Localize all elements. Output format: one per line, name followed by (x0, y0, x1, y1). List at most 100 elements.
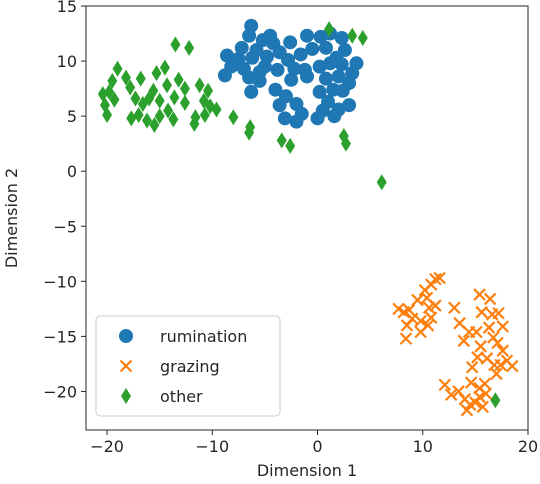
rumination-point (297, 62, 312, 77)
grazing-point (490, 367, 503, 381)
other-point (107, 72, 118, 89)
y-axis-label: Dimension 2 (2, 168, 21, 268)
grazing-point (505, 359, 519, 373)
grazing-point (473, 288, 486, 301)
grazing-point (465, 360, 479, 374)
grazing-point (429, 299, 442, 312)
rumination-point (217, 68, 232, 83)
grazing-point (414, 314, 427, 328)
rumination-point (300, 28, 314, 43)
rumination-point (327, 109, 342, 124)
other-point (244, 124, 255, 141)
grazing-point (492, 306, 505, 320)
other-point (173, 71, 184, 88)
x-tick-label: −10 (195, 437, 229, 456)
rumination-point (342, 98, 357, 113)
rumination-point (287, 61, 302, 76)
grazing-point (399, 332, 413, 345)
rumination-point (242, 70, 257, 85)
rumination-point (321, 94, 336, 109)
grazing-point (480, 352, 494, 365)
grazing-point (448, 301, 461, 315)
rumination-point (312, 59, 327, 74)
other-point (135, 70, 146, 87)
other-point (189, 115, 200, 132)
legend-box (95, 315, 281, 417)
other-point (376, 174, 387, 191)
other-point (357, 29, 368, 46)
y-tick-label: −5 (53, 217, 77, 236)
other-point (109, 91, 120, 108)
rumination-point (342, 76, 357, 91)
legend-item: grazing (119, 357, 220, 376)
other-point (199, 107, 210, 124)
grazing-point (464, 376, 478, 389)
legend-marker-other (121, 388, 131, 404)
series-other (97, 21, 501, 409)
other-point (126, 110, 137, 127)
series-grazing (392, 271, 519, 417)
legend-marker-grazing (119, 359, 133, 373)
rumination-point (245, 50, 260, 65)
x-axis-label: Dimension 1 (257, 461, 357, 480)
other-point (162, 77, 173, 94)
rumination-point (284, 72, 299, 87)
rumination-point (242, 28, 257, 43)
legend-label: grazing (160, 357, 220, 376)
other-point (163, 102, 174, 119)
rumination-point (318, 71, 333, 86)
grazing-point (424, 311, 438, 324)
rumination-point (234, 40, 249, 55)
y-tick-label: 15 (57, 0, 77, 16)
other-point (203, 82, 214, 99)
other-point (142, 112, 153, 129)
legend-label: other (160, 387, 203, 406)
other-point (133, 107, 144, 124)
grazing-point (444, 388, 458, 402)
other-point (169, 89, 180, 106)
rumination-point (293, 47, 308, 62)
y-tick-label: 5 (67, 107, 77, 126)
y-tick-label: −20 (43, 382, 77, 401)
grazing-point (482, 321, 496, 334)
x-axis-ticks: −20 −10 0 10 20 (90, 430, 538, 456)
grazing-point (475, 305, 488, 319)
other-point (228, 109, 239, 126)
x-tick-label: 10 (413, 437, 433, 456)
series-rumination (217, 18, 364, 129)
grazing-point (414, 325, 427, 339)
rumination-point (268, 82, 283, 97)
other-point (112, 60, 123, 77)
other-point (285, 137, 296, 154)
y-tick-label: 10 (57, 52, 77, 71)
rumination-point (312, 84, 327, 99)
other-point (154, 92, 165, 109)
other-point (159, 59, 170, 76)
grazing-point (470, 325, 483, 339)
other-point (276, 132, 287, 149)
other-point (102, 107, 113, 124)
rumination-point (305, 41, 320, 56)
other-point (170, 36, 181, 53)
legend-marker-rumination (119, 329, 133, 343)
x-tick-label: −20 (90, 437, 124, 456)
other-point (211, 101, 222, 118)
grazing-point (457, 334, 471, 348)
x-tick-label: 20 (518, 437, 538, 456)
other-point (120, 69, 131, 86)
other-point (324, 21, 335, 38)
rumination-point (310, 111, 325, 126)
rumination-point (289, 114, 304, 129)
rumination-point (334, 30, 349, 45)
grazing-point (483, 292, 497, 306)
other-point (490, 392, 501, 409)
grazing-point (496, 344, 510, 357)
other-point (168, 111, 179, 128)
other-point (149, 116, 160, 133)
legend-label: rumination (160, 327, 247, 346)
rumination-point (331, 69, 346, 84)
other-point (340, 135, 351, 152)
y-tick-label: −15 (43, 327, 77, 346)
other-point (144, 90, 155, 107)
